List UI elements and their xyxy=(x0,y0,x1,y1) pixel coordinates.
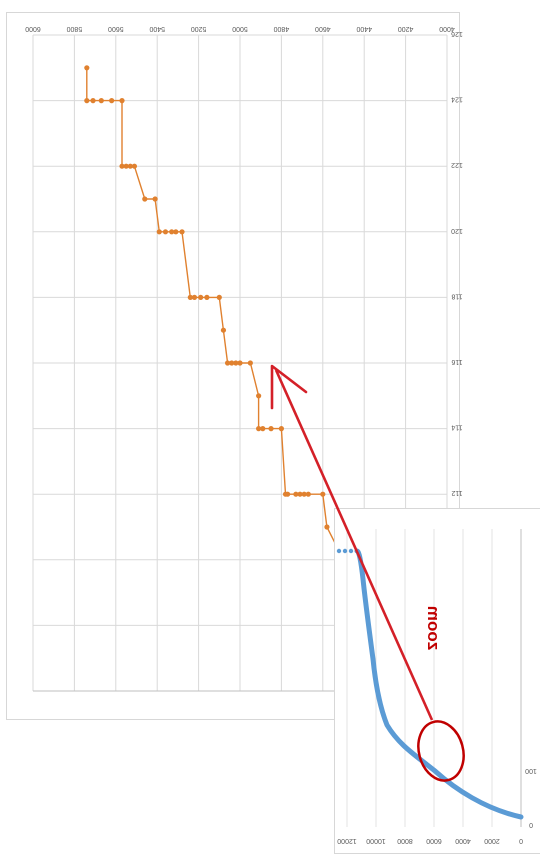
data-point xyxy=(268,426,274,432)
tick-label-value: 2000 xyxy=(484,837,500,844)
tick-label-value: 8000 xyxy=(397,837,413,844)
data-point xyxy=(156,229,162,235)
tick-label-category: 118 xyxy=(451,292,462,299)
data-point xyxy=(109,98,115,104)
data-point xyxy=(348,548,354,554)
data-point xyxy=(320,491,326,497)
data-point xyxy=(98,98,104,104)
tick-label-category: 126 xyxy=(451,30,463,37)
data-point xyxy=(84,65,90,71)
tick-label-value: 12000 xyxy=(337,837,357,844)
tick-label-value: 5400 xyxy=(149,25,165,32)
data-point xyxy=(278,426,284,432)
data-point xyxy=(229,360,235,366)
scatter-band xyxy=(354,548,524,820)
data-point xyxy=(224,360,231,366)
tick-label-value: 4200 xyxy=(398,25,414,32)
tick-label-value: 4800 xyxy=(274,25,290,32)
data-point xyxy=(216,294,222,300)
data-point xyxy=(204,294,210,300)
data-point xyxy=(152,196,158,202)
data-point xyxy=(233,360,239,366)
tick-label-value: 10000 xyxy=(366,837,386,844)
tick-label-value: 4000 xyxy=(455,837,471,844)
data-point xyxy=(282,491,289,497)
tick-label-value: 6000 xyxy=(426,837,442,844)
tick-label-category: 124 xyxy=(451,96,463,103)
tick-label-category: 114 xyxy=(451,424,462,431)
data-point xyxy=(173,229,179,235)
tick-label-category: 116 xyxy=(451,358,462,365)
tick-label-value: 4400 xyxy=(356,25,372,32)
series-line xyxy=(86,67,369,626)
tick-label-category: 120 xyxy=(451,227,463,234)
data-point xyxy=(90,98,96,104)
data-point xyxy=(169,229,175,235)
data-point xyxy=(220,327,227,333)
data-point xyxy=(256,393,262,399)
data-point xyxy=(198,294,204,300)
data-point xyxy=(179,229,185,235)
data-point xyxy=(260,426,266,432)
data-point xyxy=(191,294,198,300)
data-point xyxy=(142,196,148,202)
highlight-circle xyxy=(417,720,465,782)
data-point xyxy=(162,229,169,235)
tick-label-category: 112 xyxy=(451,489,462,496)
data-point xyxy=(324,524,330,530)
data-point xyxy=(336,548,342,554)
tick-label-value: 0 xyxy=(519,837,523,844)
tick-label-value: 5200 xyxy=(191,25,207,32)
tick-label-category: 122 xyxy=(451,161,463,168)
tick-label-category: 0 xyxy=(529,821,533,828)
data-point xyxy=(293,491,299,497)
data-point xyxy=(131,163,138,169)
tick-label-value: 5600 xyxy=(108,25,124,32)
overview-scatter-chart: 0 2000 4000 6000 8000 10000 12000 0 100 xyxy=(336,529,537,844)
data-point xyxy=(342,548,348,554)
data-point xyxy=(84,98,90,104)
data-point xyxy=(354,548,360,554)
tick-label-value: 5000 xyxy=(232,25,248,32)
data-point xyxy=(256,426,262,432)
tick-label-value: 5800 xyxy=(67,25,83,32)
tick-label-value: 4000 xyxy=(439,25,455,32)
data-point xyxy=(237,360,243,366)
data-point xyxy=(123,163,129,169)
tick-label-value: 6000 xyxy=(25,25,41,32)
overview-chart-panel: 0 2000 4000 6000 8000 10000 12000 0 100 xyxy=(334,508,540,854)
data-point xyxy=(127,163,133,169)
data-point xyxy=(187,294,193,300)
data-point xyxy=(119,163,125,169)
tick-label-category: 100 xyxy=(525,767,537,774)
tick-label-value: 4600 xyxy=(315,25,331,32)
data-point xyxy=(247,360,253,366)
data-point xyxy=(119,98,125,104)
